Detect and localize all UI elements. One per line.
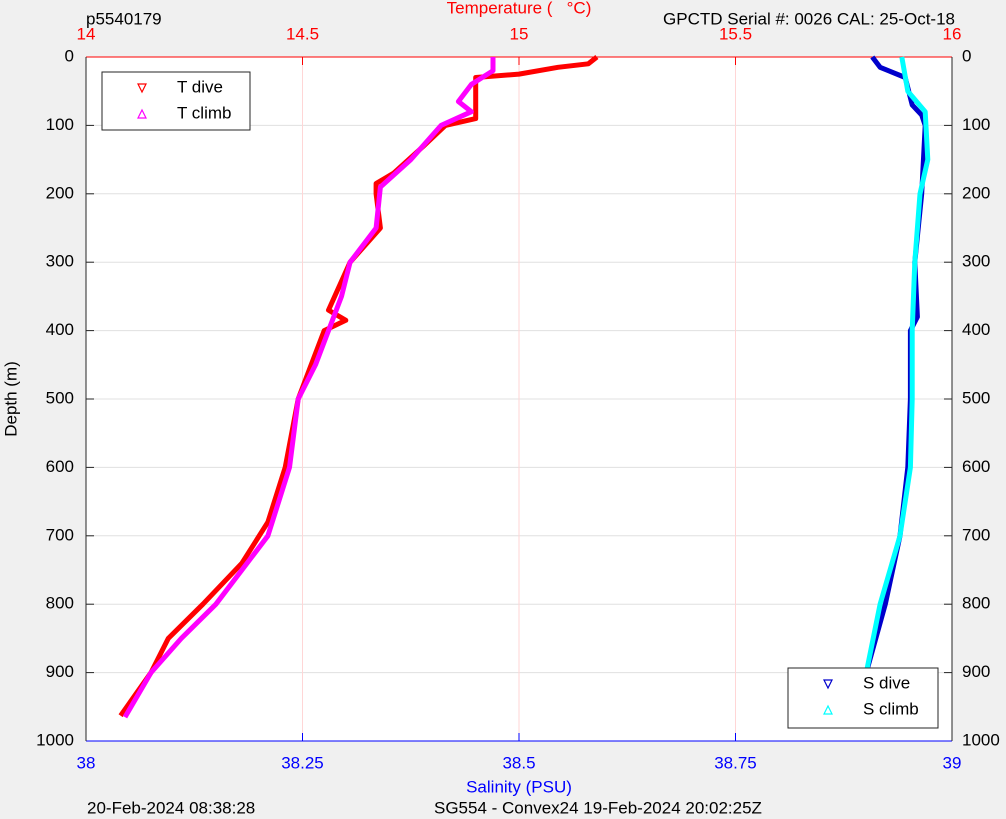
y-tick-label: 0 xyxy=(65,46,74,65)
legend-label: S climb xyxy=(863,699,919,718)
y-tick-label: 500 xyxy=(962,388,990,407)
x-tick-label: 38.25 xyxy=(281,753,324,772)
x-tick-label: 15 xyxy=(510,24,529,43)
legend-marker xyxy=(823,704,833,715)
y-tick-label: 900 xyxy=(962,662,990,681)
y-tick-label: 400 xyxy=(962,320,990,339)
y-tick-label: 1000 xyxy=(36,730,74,749)
legend-marker xyxy=(823,679,833,690)
y-tick-label: 1000 xyxy=(962,730,1000,749)
y-tick-label: 300 xyxy=(46,252,74,271)
y-tick-label: 0 xyxy=(962,46,971,65)
x-tick-label: 14.5 xyxy=(286,24,319,43)
x-tick-label: 38.75 xyxy=(714,753,757,772)
x-tick-label: 39 xyxy=(943,753,962,772)
y-tick-label: 600 xyxy=(46,457,74,476)
profile-line xyxy=(855,56,931,718)
y-tick-label: 600 xyxy=(962,457,990,476)
legend-box xyxy=(101,71,251,131)
x-tick-label: 15.5 xyxy=(719,24,752,43)
y-tick-label: 100 xyxy=(46,115,74,134)
legend-box xyxy=(787,667,939,729)
y-tick-label: 700 xyxy=(46,525,74,544)
temperature-axis-label: Temperature ( °C) xyxy=(447,0,592,17)
y-tick-label: 100 xyxy=(962,115,990,134)
y-tick-label: 800 xyxy=(962,594,990,613)
depth-axis-label: Depth (m) xyxy=(1,361,20,437)
y-tick-label: 700 xyxy=(962,525,990,544)
salinity-axis-label: Salinity (PSU) xyxy=(466,777,572,796)
y-tick-label: 300 xyxy=(962,252,990,271)
y-tick-label: 500 xyxy=(46,388,74,407)
y-tick-label: 400 xyxy=(46,320,74,339)
x-tick-label: 38 xyxy=(77,753,96,772)
legend-label: T climb xyxy=(177,103,231,122)
footer-date: 20-Feb-2024 08:38:28 xyxy=(87,798,255,817)
legend-marker xyxy=(137,83,147,94)
x-tick-label: 38.5 xyxy=(502,753,535,772)
x-tick-label: 16 xyxy=(943,24,962,43)
y-tick-label: 900 xyxy=(46,662,74,681)
serial-info: GPCTD Serial #: 0026 CAL: 25-Oct-18 xyxy=(663,9,955,28)
profile-line xyxy=(122,57,496,719)
footer-mission: SG554 - Convex24 19-Feb-2024 20:02:25Z xyxy=(434,798,762,817)
y-tick-label: 200 xyxy=(46,183,74,202)
legend-label: S dive xyxy=(863,673,910,692)
profile-id: p5540179 xyxy=(86,9,162,28)
y-tick-label: 800 xyxy=(46,594,74,613)
legend-label: T dive xyxy=(177,77,223,96)
legend-marker xyxy=(137,108,147,119)
y-tick-label: 200 xyxy=(962,183,990,202)
x-tick-label: 14 xyxy=(77,24,96,43)
